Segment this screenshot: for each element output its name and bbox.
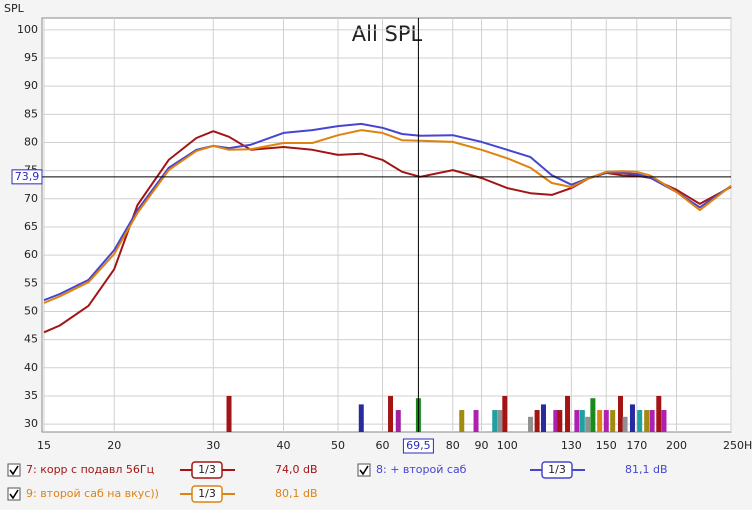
marker-bar bbox=[358, 404, 364, 432]
marker-bar bbox=[661, 410, 667, 432]
marker-bar bbox=[579, 410, 585, 432]
series-line bbox=[43, 130, 732, 334]
legend-reading: 80,1 dB bbox=[275, 487, 318, 500]
y-tick-label: 80 bbox=[24, 135, 38, 148]
marker-bar bbox=[492, 410, 498, 432]
x-tick-label: 90 bbox=[475, 439, 489, 452]
marker-bar bbox=[473, 410, 479, 432]
marker-bar bbox=[395, 410, 401, 432]
y-tick-label: 95 bbox=[24, 51, 38, 64]
legend-reading: 74,0 dB bbox=[275, 463, 318, 476]
x-tick-label: 80 bbox=[446, 439, 460, 452]
marker-bar bbox=[610, 410, 616, 432]
plot-area bbox=[41, 17, 732, 433]
x-tick-label: 200 bbox=[666, 439, 687, 452]
marker-bar bbox=[553, 410, 559, 432]
y-tick-label: 70 bbox=[24, 192, 38, 205]
y-tick-label: 35 bbox=[24, 389, 38, 402]
x-tick-label: 250Hz bbox=[723, 439, 752, 452]
marker-bar bbox=[644, 410, 650, 432]
x-tick-label: 150 bbox=[596, 439, 617, 452]
marker-bar bbox=[388, 395, 394, 432]
marker-bar bbox=[590, 398, 596, 432]
marker-bar bbox=[540, 404, 546, 432]
legend-check bbox=[9, 465, 19, 476]
series-line bbox=[43, 129, 732, 304]
marker-bar bbox=[502, 395, 508, 432]
marker-bar bbox=[617, 395, 623, 432]
legend-checkbox[interactable] bbox=[7, 487, 21, 501]
marker-bar bbox=[637, 410, 643, 432]
marker-bar bbox=[603, 410, 609, 432]
y-tick-label: 90 bbox=[24, 79, 38, 92]
marker-bar bbox=[459, 410, 465, 432]
y-tick-label: 60 bbox=[24, 248, 38, 261]
legend-check bbox=[9, 489, 19, 500]
legend-name[interactable]: 8: + второй саб bbox=[376, 463, 467, 476]
marker-bar bbox=[622, 416, 628, 432]
marker-bar bbox=[534, 410, 540, 432]
legend-smoothing-box[interactable] bbox=[191, 461, 223, 479]
marker-bar bbox=[585, 416, 591, 432]
y-tick-label: 50 bbox=[24, 304, 38, 317]
chart-title: All SPL bbox=[352, 22, 423, 46]
x-tick-label: 60 bbox=[376, 439, 390, 452]
legend-smoothing[interactable]: 1/3 bbox=[198, 463, 216, 476]
marker-bar bbox=[629, 404, 635, 432]
cursor-x-label: 69,5 bbox=[406, 439, 431, 452]
x-tick-label: 170 bbox=[626, 439, 647, 452]
series-line bbox=[43, 122, 732, 302]
marker-bar bbox=[597, 410, 603, 432]
x-tick-label: 15 bbox=[37, 439, 51, 452]
x-tick-label: 130 bbox=[561, 439, 582, 452]
y-tick-label: 65 bbox=[24, 220, 38, 233]
marker-bar bbox=[528, 416, 534, 432]
legend-reading: 81,1 dB bbox=[625, 463, 668, 476]
y-tick-label: 85 bbox=[24, 107, 38, 120]
y-tick-label: 100 bbox=[17, 23, 38, 36]
legend-smoothing[interactable]: 1/3 bbox=[548, 463, 566, 476]
legend-checkbox[interactable] bbox=[357, 463, 371, 477]
cursor-x-box bbox=[402, 438, 434, 454]
y-axis-label: SPL bbox=[4, 2, 25, 15]
cursor-y-label: 73,9 bbox=[15, 170, 40, 183]
legend-name[interactable]: 7: корр с подавл 56Гц bbox=[26, 463, 154, 476]
marker-bar bbox=[649, 410, 655, 432]
x-tick-label: 30 bbox=[206, 439, 220, 452]
legend-check bbox=[359, 465, 369, 476]
marker-bar bbox=[565, 395, 571, 432]
marker-bar bbox=[656, 395, 662, 432]
x-tick-label: 100 bbox=[497, 439, 518, 452]
marker-bar bbox=[574, 410, 580, 432]
y-tick-label: 45 bbox=[24, 333, 38, 346]
x-tick-label: 20 bbox=[107, 439, 121, 452]
legend-smoothing-box[interactable] bbox=[541, 461, 573, 479]
legend-smoothing-box[interactable] bbox=[191, 485, 223, 503]
x-tick-label: 50 bbox=[331, 439, 345, 452]
x-tick-label: 40 bbox=[277, 439, 291, 452]
y-tick-label: 30 bbox=[24, 417, 38, 430]
legend-name[interactable]: 9: второй саб на вкус)) bbox=[26, 487, 159, 500]
marker-bar bbox=[557, 410, 563, 432]
marker-bar bbox=[497, 410, 503, 432]
legend-checkbox[interactable] bbox=[7, 463, 21, 477]
marker-bar bbox=[226, 395, 232, 432]
legend-smoothing[interactable]: 1/3 bbox=[198, 487, 216, 500]
cursor-y-box bbox=[11, 169, 43, 185]
y-tick-label: 40 bbox=[24, 361, 38, 374]
y-tick-label: 55 bbox=[24, 276, 38, 289]
